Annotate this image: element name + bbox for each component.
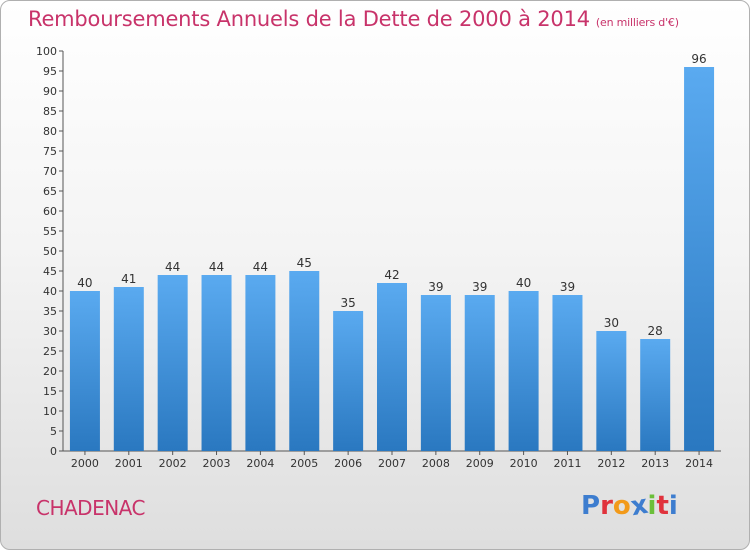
x-tick-label: 2008 bbox=[422, 457, 450, 470]
y-tick-label: 35 bbox=[43, 305, 57, 318]
y-tick-label: 45 bbox=[43, 265, 57, 278]
logo-letter: t bbox=[656, 491, 669, 521]
proxiti-logo: Proxiti bbox=[581, 490, 678, 522]
data-label: 39 bbox=[428, 280, 443, 294]
y-tick-label: 30 bbox=[43, 325, 57, 338]
data-label: 44 bbox=[165, 260, 180, 274]
bar bbox=[113, 287, 144, 451]
data-label: 40 bbox=[516, 276, 531, 290]
y-tick-label: 0 bbox=[50, 445, 57, 458]
data-label: 42 bbox=[384, 268, 399, 282]
bar bbox=[596, 331, 627, 451]
y-tick-label: 25 bbox=[43, 345, 57, 358]
bar bbox=[201, 275, 232, 451]
data-label: 30 bbox=[604, 316, 619, 330]
data-label: 40 bbox=[77, 276, 92, 290]
data-label: 35 bbox=[340, 296, 355, 310]
y-tick-label: 100 bbox=[36, 45, 57, 58]
bar bbox=[289, 271, 320, 451]
bar bbox=[552, 295, 583, 451]
logo-letter: i bbox=[647, 491, 657, 521]
bar bbox=[508, 291, 539, 451]
y-tick-label: 65 bbox=[43, 185, 57, 198]
bar bbox=[420, 295, 451, 451]
data-label: 45 bbox=[297, 256, 312, 270]
logo-letter: r bbox=[600, 491, 613, 521]
x-tick-label: 2009 bbox=[466, 457, 494, 470]
axis-layer: 0 5 10 15 20 25 30 35 40 45 50 55 60 65 70 75 80 85 90 95 10… bbox=[36, 45, 721, 470]
y-tick-label: 70 bbox=[43, 165, 57, 178]
municipality-name: CHADENAC bbox=[36, 496, 145, 520]
y-tick-label: 85 bbox=[43, 105, 57, 118]
x-tick-label: 2002 bbox=[159, 457, 187, 470]
logo-letter: o bbox=[612, 491, 631, 521]
bar bbox=[69, 291, 100, 451]
y-tick-label: 10 bbox=[43, 405, 57, 418]
y-tick-label: 80 bbox=[43, 125, 57, 138]
data-label: 28 bbox=[648, 324, 663, 338]
data-label: 39 bbox=[472, 280, 487, 294]
bar bbox=[377, 283, 407, 451]
bars-layer: 40 41 44 44 44 45 35 42 39 39 40 39 30 28 96 bbox=[69, 52, 715, 451]
bar bbox=[684, 67, 715, 451]
data-label: 44 bbox=[209, 260, 224, 274]
y-tick-label: 5 bbox=[50, 425, 57, 438]
chart-subtitle: (en milliers d'€) bbox=[595, 16, 679, 29]
y-tick-label: 55 bbox=[43, 225, 57, 238]
x-tick-label: 2006 bbox=[334, 457, 362, 470]
bar bbox=[245, 275, 276, 451]
logo-letter: i bbox=[668, 491, 678, 521]
x-tick-label: 2012 bbox=[597, 457, 625, 470]
y-tick-label: 50 bbox=[43, 245, 57, 258]
y-tick-label: 75 bbox=[43, 145, 57, 158]
x-tick-label: 2005 bbox=[290, 457, 318, 470]
x-tick-label: 2000 bbox=[71, 457, 99, 470]
chart-title: Remboursements Annuels de la Dette de 20… bbox=[28, 7, 679, 31]
data-label: 96 bbox=[691, 52, 706, 66]
x-tick-label: 2007 bbox=[378, 457, 406, 470]
x-tick-label: 2010 bbox=[510, 457, 538, 470]
y-tick-label: 60 bbox=[43, 205, 57, 218]
y-tick-label: 20 bbox=[43, 365, 57, 378]
bar bbox=[464, 295, 495, 451]
x-tick-label: 2011 bbox=[553, 457, 581, 470]
data-label: 44 bbox=[253, 260, 268, 274]
x-tick-label: 2004 bbox=[246, 457, 274, 470]
bar bbox=[333, 311, 364, 451]
x-tick-label: 2013 bbox=[641, 457, 669, 470]
y-tick-label: 15 bbox=[43, 385, 57, 398]
bar bbox=[157, 275, 188, 451]
x-tick-label: 2003 bbox=[203, 457, 231, 470]
x-tick-label: 2001 bbox=[115, 457, 143, 470]
y-tick-label: 95 bbox=[43, 65, 57, 78]
data-label: 39 bbox=[560, 280, 575, 294]
y-tick-label: 90 bbox=[43, 85, 57, 98]
data-label: 41 bbox=[121, 272, 136, 286]
y-tick-label: 40 bbox=[43, 285, 57, 298]
title-text: Remboursements Annuels de la Dette de 20… bbox=[28, 7, 590, 31]
bar bbox=[640, 339, 671, 451]
logo-letter: P bbox=[581, 491, 601, 521]
x-tick-label: 2014 bbox=[685, 457, 713, 470]
